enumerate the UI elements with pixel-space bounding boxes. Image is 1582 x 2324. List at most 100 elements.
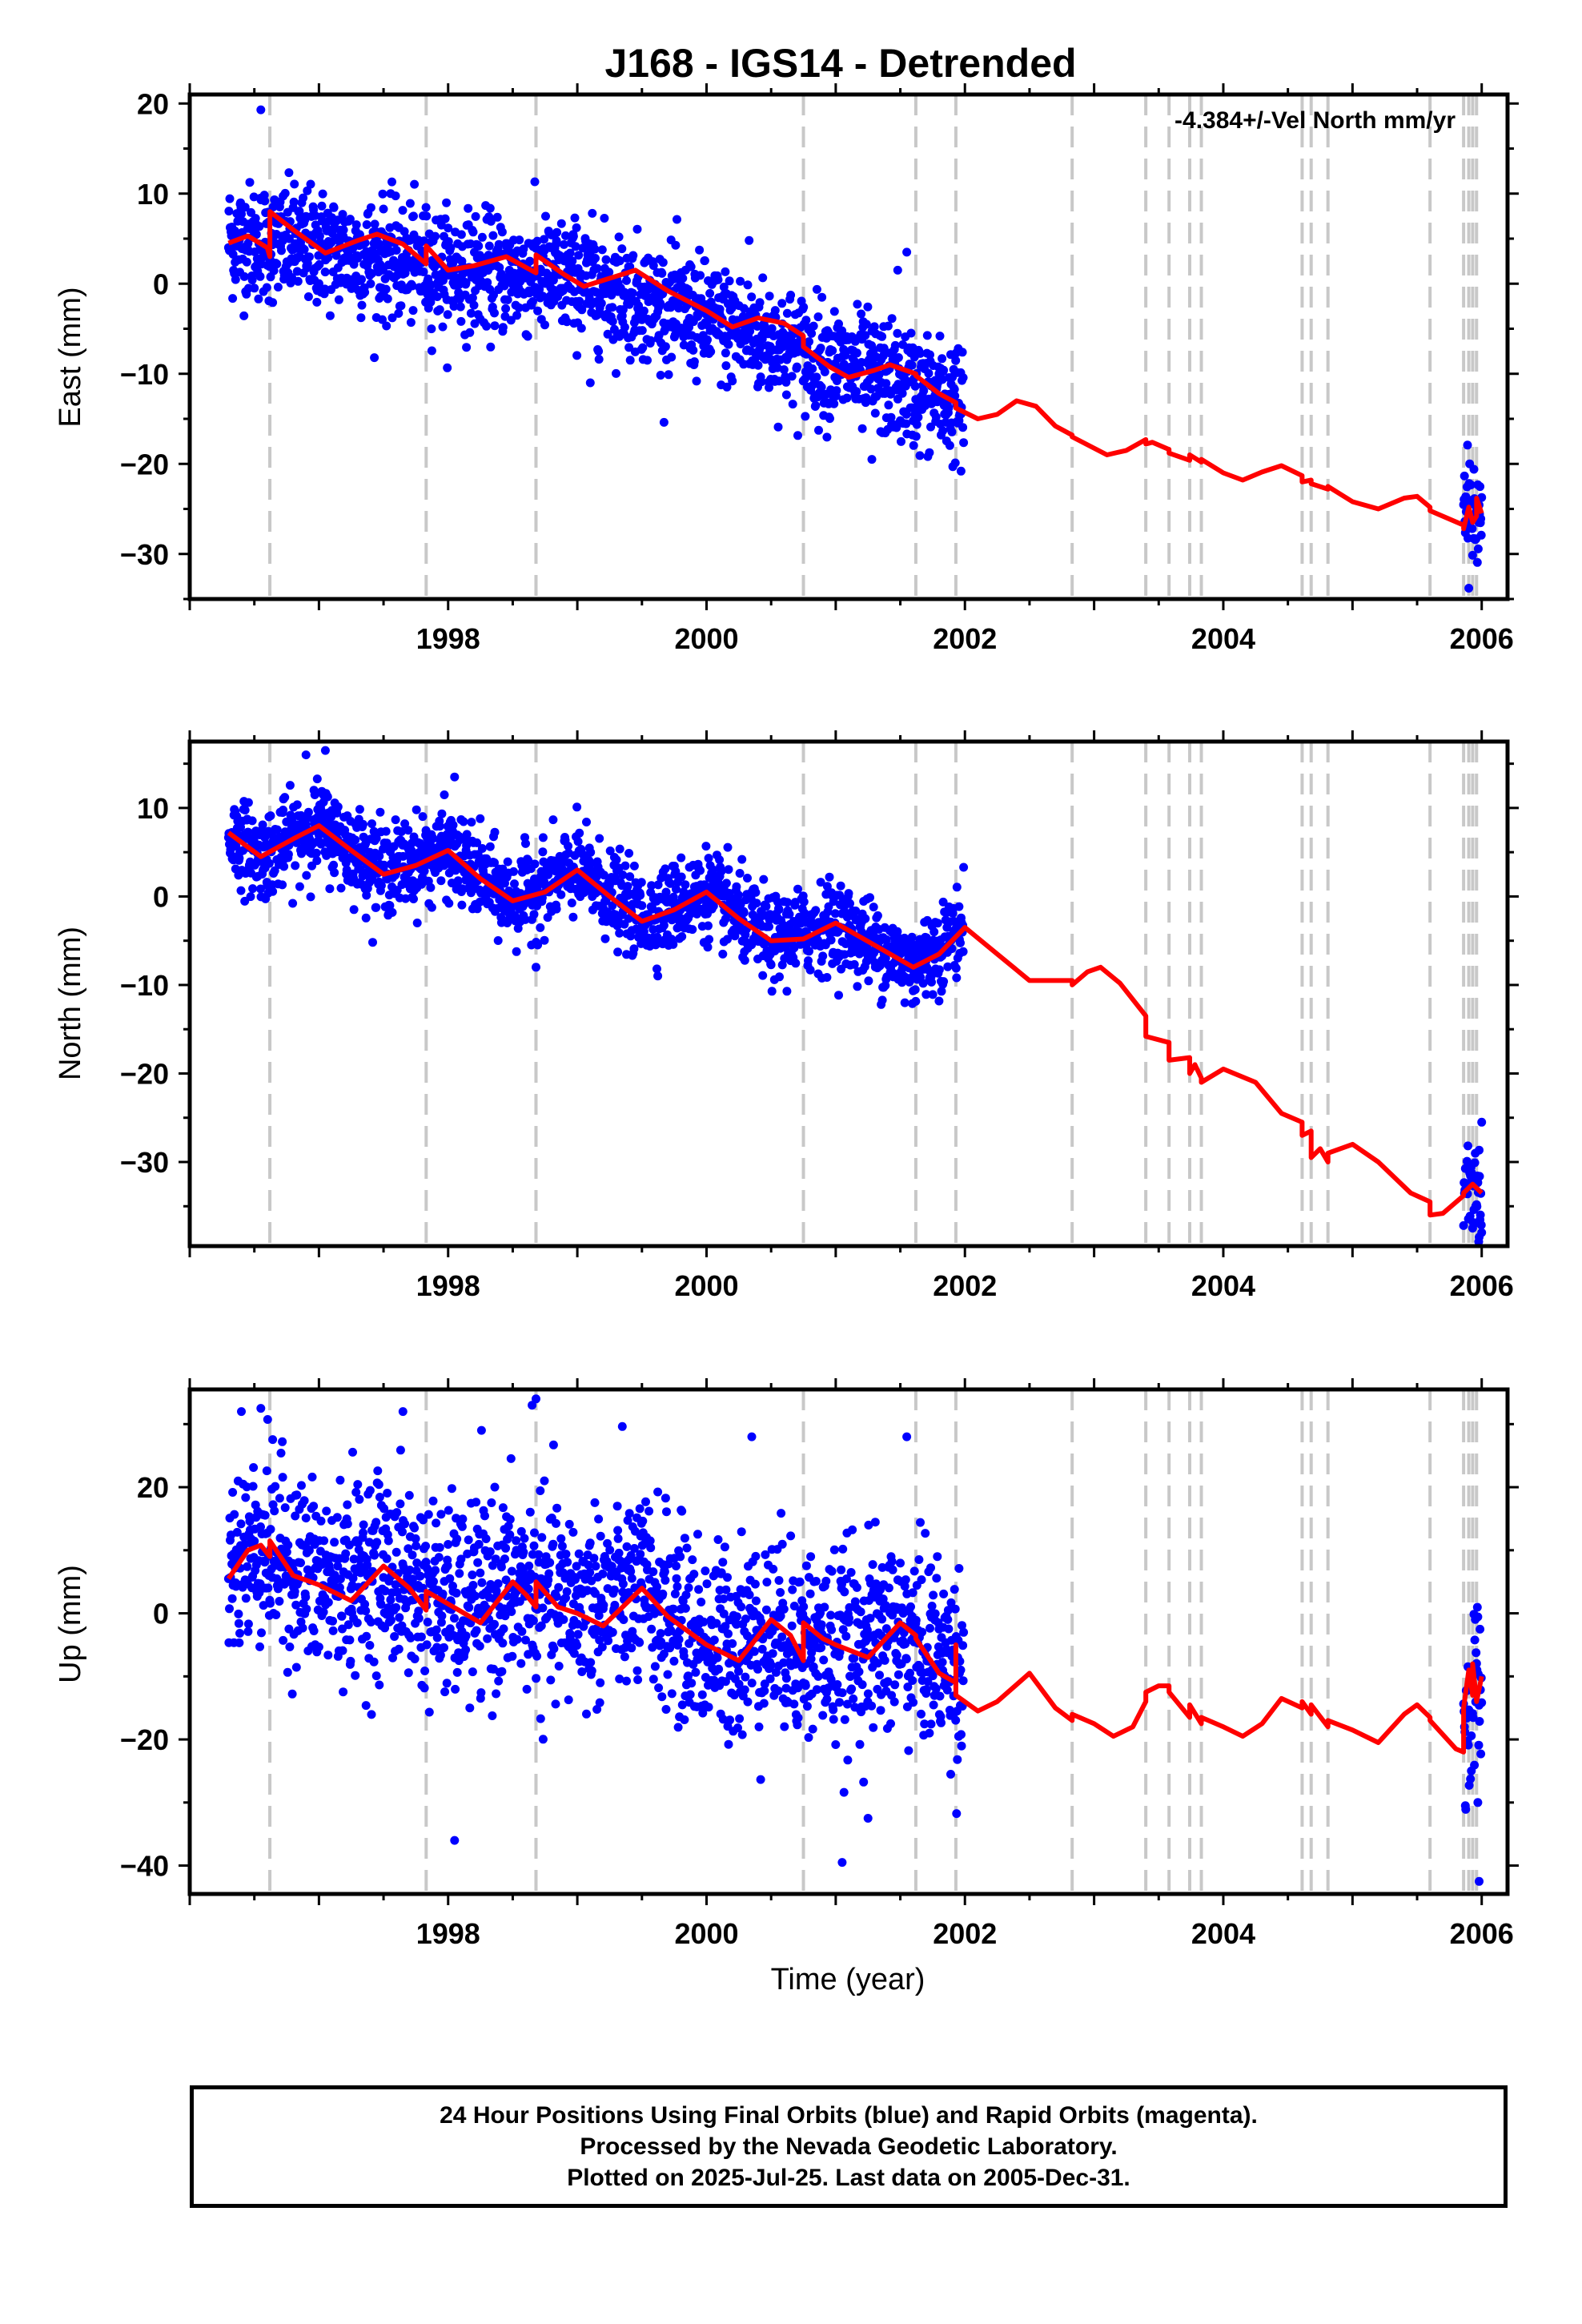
east-data-point — [706, 347, 716, 356]
north-data-point — [725, 889, 734, 898]
east-data-point — [548, 275, 558, 285]
up-data-point — [512, 1634, 522, 1644]
up-data-point — [440, 1687, 450, 1697]
up-data-point — [500, 1611, 510, 1621]
east-data-point — [938, 375, 947, 384]
north-data-point — [258, 820, 267, 830]
up-data-point — [680, 1534, 689, 1543]
east-data-point — [817, 292, 827, 302]
east-data-point — [404, 255, 414, 265]
north-data-point — [503, 857, 512, 866]
up-data-point — [438, 1589, 448, 1598]
up-data-point — [596, 1531, 605, 1541]
north-data-point — [552, 904, 561, 914]
east-data-point — [426, 297, 436, 307]
up-data-points — [223, 1394, 1487, 1886]
up-data-point — [647, 1624, 656, 1634]
east-data-point — [828, 346, 837, 356]
east-data-point — [329, 203, 339, 212]
north-data-point — [826, 935, 836, 945]
east-data-point — [461, 278, 471, 287]
up-data-point — [234, 1609, 243, 1618]
up-data-point — [654, 1683, 664, 1693]
north-data-point — [1475, 1172, 1484, 1181]
north-data-point — [818, 951, 828, 961]
east-data-point — [290, 179, 299, 189]
east-data-point — [590, 244, 600, 254]
east-data-point — [664, 370, 673, 380]
up-data-point — [299, 1496, 309, 1506]
east-data-point — [239, 311, 249, 320]
up-data-point — [516, 1526, 526, 1536]
up-data-point — [499, 1624, 508, 1634]
east-data-point — [572, 351, 582, 360]
east-data-point — [512, 311, 522, 320]
north-data-point — [333, 802, 343, 811]
east-data-point — [523, 332, 532, 341]
east-data-point — [956, 466, 966, 476]
up-data-point — [532, 1651, 542, 1661]
east-data-point — [910, 381, 920, 391]
up-data-point — [589, 1554, 599, 1563]
east-data-point — [597, 245, 607, 255]
up-data-point — [346, 1656, 355, 1666]
east-data-point — [638, 343, 648, 352]
north-data-point — [362, 891, 371, 900]
up-data-point — [661, 1494, 670, 1503]
east-data-point — [1466, 480, 1476, 489]
up-data-point — [554, 1662, 564, 1671]
up-data-point — [557, 1542, 567, 1551]
up-data-point — [646, 1543, 656, 1553]
up-data-point — [275, 1494, 284, 1503]
up-data-point — [490, 1619, 499, 1629]
north-data-point — [292, 800, 302, 810]
up-data-point — [291, 1600, 301, 1610]
up-data-point — [436, 1510, 446, 1519]
north-data-point — [805, 947, 813, 956]
east-data-point — [378, 189, 387, 199]
up-data-point — [285, 1642, 295, 1651]
east-data-point — [832, 386, 841, 396]
east-data-point — [374, 239, 383, 248]
east-data-point — [497, 227, 507, 237]
east-data-point — [254, 294, 263, 304]
east-data-point — [228, 294, 238, 304]
up-data-point — [314, 1642, 323, 1652]
up-data-point — [528, 1616, 538, 1626]
north-data-point — [509, 866, 518, 876]
up-data-point — [691, 1667, 701, 1677]
east-data-point — [814, 425, 823, 435]
east-data-point — [834, 319, 843, 328]
up-data-point — [360, 1599, 370, 1609]
up-data-point — [371, 1518, 381, 1527]
north-data-point — [595, 834, 604, 843]
up-data-point — [404, 1544, 413, 1554]
east-data-point — [812, 284, 821, 294]
north-data-point — [375, 807, 385, 817]
up-data-point — [302, 1604, 311, 1614]
up-data-point — [243, 1562, 252, 1571]
east-data-point — [387, 313, 397, 323]
east-data-point — [622, 275, 631, 285]
up-data-point — [248, 1482, 258, 1491]
east-model-line — [227, 209, 1484, 532]
east-data-point — [779, 365, 789, 375]
up-data-point — [473, 1558, 483, 1567]
north-data-point — [834, 991, 843, 1000]
north-data-point — [1476, 1220, 1486, 1230]
east-data-point — [483, 278, 492, 287]
north-data-point — [462, 830, 472, 839]
up-data-point — [432, 1518, 441, 1528]
up-data-point — [595, 1698, 604, 1707]
east-data-point — [656, 371, 665, 380]
north-data-point — [734, 891, 743, 900]
east-data-point — [225, 194, 235, 203]
east-data-point — [816, 344, 825, 353]
east-data-point — [958, 373, 968, 383]
north-data-point — [782, 898, 792, 907]
up-data-point — [436, 1651, 445, 1660]
up-data-point — [641, 1497, 650, 1506]
up-data-point — [653, 1487, 663, 1497]
east-data-point — [1476, 482, 1485, 492]
